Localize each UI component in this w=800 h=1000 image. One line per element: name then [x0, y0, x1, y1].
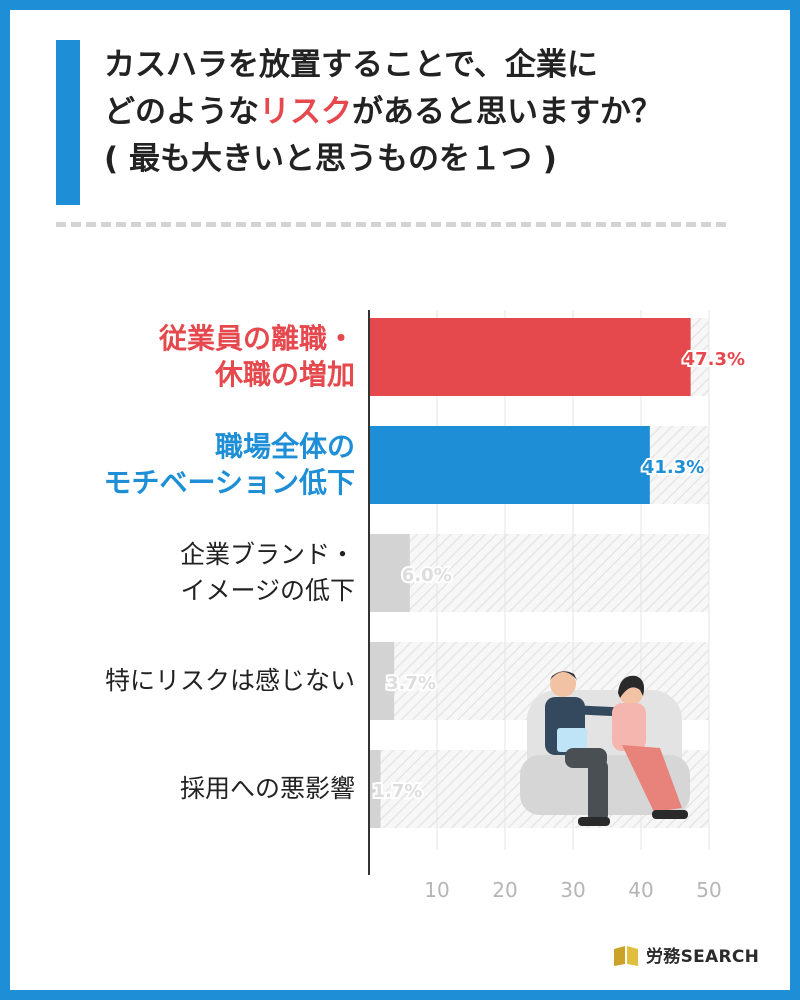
- x-tick-label-10: 10: [424, 878, 449, 902]
- divider: [56, 222, 726, 227]
- category-label-2-line-0: 企業ブランド・: [179, 540, 355, 569]
- logo: 労務SEARCH: [612, 942, 759, 967]
- bar-0: [369, 318, 691, 396]
- x-tick-label-40: 40: [628, 878, 653, 902]
- title-accent-bar: [56, 40, 80, 205]
- category-label-1-line-0: 職場全体の: [214, 430, 355, 463]
- title-line-3: ( 最も大きいと思うものを１つ ): [104, 141, 557, 177]
- title-line-2: どのようなリスクがあると思いますか？: [104, 89, 764, 136]
- bar-1: [369, 426, 650, 504]
- category-label-3-line-0: 特にリスクは感じない: [104, 666, 355, 695]
- bar-2: [369, 534, 410, 612]
- bar-4: [369, 750, 381, 828]
- title-highlight: リスク: [259, 94, 352, 130]
- category-label-0-line-1: 休職の増加: [214, 358, 355, 391]
- value-label-1: 41.3%: [642, 457, 704, 478]
- category-label-1-line-1: モチベーション低下: [103, 466, 355, 499]
- value-label-4: 1.7%: [373, 781, 423, 802]
- x-tick-label-20: 20: [492, 878, 517, 902]
- title-line-2-pre: どのような: [104, 94, 259, 130]
- man-legs: [588, 760, 608, 822]
- category-label-2: 企業ブランド・ イメージの低下: [180, 537, 355, 609]
- title-line-2-post: があると思いますか？: [352, 94, 662, 130]
- man-shoes: [578, 817, 610, 826]
- category-label-0-line-0: 従業員の離職・: [158, 322, 355, 355]
- title-line-1: カスハラを放置することで、企業に: [104, 47, 598, 83]
- value-label-0: 47.3%: [683, 349, 745, 370]
- woman-hair: [618, 675, 645, 698]
- couple-illustration: [520, 671, 690, 826]
- category-label-3: 特にリスクは感じない: [105, 663, 355, 699]
- logo-book-icon: [614, 945, 638, 966]
- category-label-4: 採用への悪影響: [180, 771, 355, 807]
- category-label-4-line-0: 採用への悪影響: [179, 774, 355, 803]
- bar-3: [369, 642, 395, 720]
- value-label-3: 3.7%: [386, 673, 436, 694]
- man-paper: [557, 728, 587, 752]
- value-label-2: 6.0%: [402, 565, 452, 586]
- man-hair: [550, 671, 577, 680]
- category-label-1: 職場全体の モチベーション低下: [104, 429, 355, 501]
- woman-skirt: [622, 745, 682, 812]
- x-tick-label-50: 50: [696, 878, 721, 902]
- category-label-0: 従業員の離職・ 休職の増加: [159, 321, 355, 393]
- man-head: [550, 671, 576, 697]
- question-title: カスハラを放置することで、企業に どのようなリスクがあると思いますか？ ( 最も…: [104, 42, 764, 183]
- bar-track-2: [369, 534, 709, 612]
- woman-shoes: [652, 810, 688, 819]
- logo-text: 労務SEARCH: [646, 947, 760, 967]
- x-tick-label-30: 30: [560, 878, 585, 902]
- woman-torso: [612, 703, 646, 751]
- category-label-2-line-1: イメージの低下: [180, 576, 355, 605]
